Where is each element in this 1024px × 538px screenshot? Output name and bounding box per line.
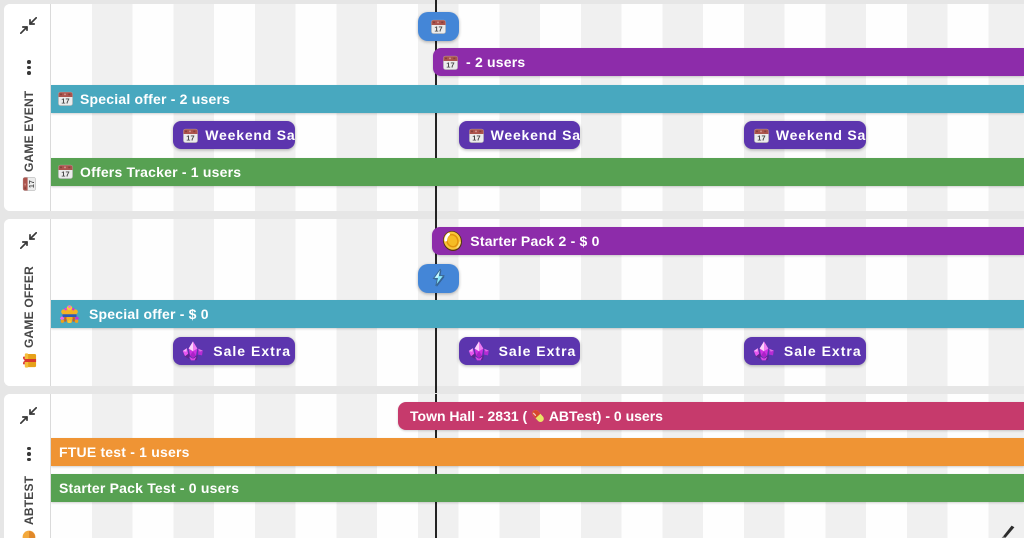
svg-text:17: 17: [446, 60, 455, 69]
svg-text:17: 17: [29, 180, 36, 188]
svg-text:17: 17: [61, 170, 70, 179]
svg-text:17: 17: [61, 97, 70, 106]
svg-text:17: 17: [434, 25, 442, 34]
svg-text:17: 17: [472, 133, 481, 142]
svg-text:17: 17: [186, 133, 195, 142]
svg-text:17: 17: [757, 133, 766, 142]
